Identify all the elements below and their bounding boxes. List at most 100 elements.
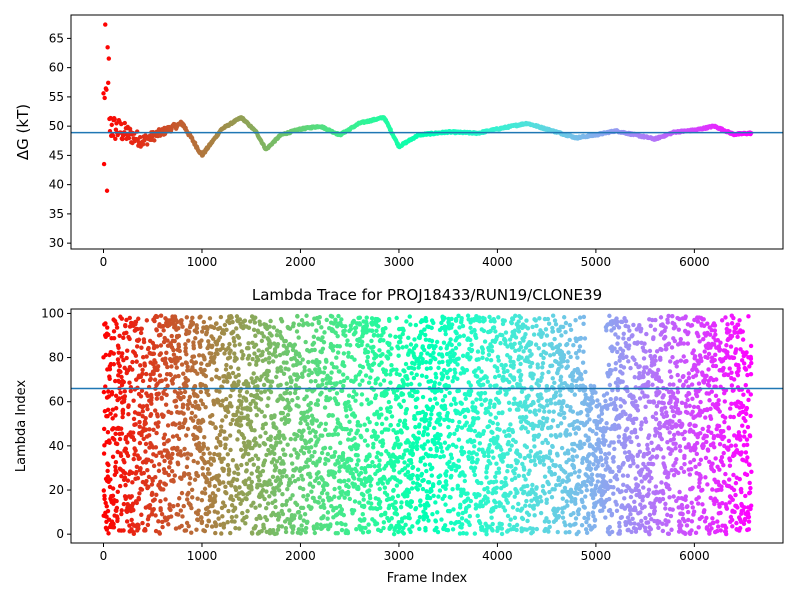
lambda-point <box>163 402 169 407</box>
lambda-point <box>282 452 288 457</box>
lambda-point <box>190 418 196 423</box>
lambda-point <box>468 388 474 394</box>
lambda-point <box>426 480 432 485</box>
lambda-point <box>156 519 161 524</box>
lambda-point <box>393 507 399 512</box>
lambda-point <box>218 442 223 448</box>
lambda-point <box>259 409 264 415</box>
lambda-point <box>353 325 359 330</box>
lambda-point <box>214 445 219 450</box>
lambda-point <box>238 447 244 453</box>
lambda-point <box>364 323 370 328</box>
lambda-point <box>534 485 539 490</box>
lambda-point <box>541 462 547 467</box>
lambda-point <box>362 422 367 427</box>
lambda-point <box>527 409 533 414</box>
lambda-point <box>229 483 234 488</box>
lambda-point <box>122 471 128 476</box>
lambda-point <box>435 529 441 535</box>
lambda-point <box>203 373 209 379</box>
lambda-point <box>419 471 425 477</box>
lambda-point <box>386 399 392 405</box>
lambda-point <box>292 513 297 518</box>
dg-point <box>145 142 150 147</box>
lambda-point <box>476 357 481 362</box>
lambda-point <box>149 482 155 487</box>
lambda-point <box>516 501 521 507</box>
lambda-point <box>442 315 447 321</box>
x-tick-label: 0 <box>100 255 108 269</box>
lambda-point <box>173 398 179 404</box>
lambda-point <box>443 331 448 337</box>
lambda-point <box>166 465 172 470</box>
lambda-point <box>280 474 285 479</box>
lambda-point <box>151 506 156 512</box>
lambda-point <box>182 446 187 452</box>
lambda-point <box>294 466 299 471</box>
lambda-point <box>262 496 267 502</box>
lambda-point <box>225 519 230 525</box>
lambda-point <box>442 440 448 445</box>
lambda-point <box>210 421 215 426</box>
lambda-point <box>123 323 128 329</box>
lambda-points <box>101 313 754 537</box>
lambda-point <box>168 507 173 513</box>
lambda-point <box>240 510 245 516</box>
lambda-point <box>271 325 277 330</box>
lambda-point <box>316 480 322 486</box>
lambda-point <box>158 479 163 485</box>
lambda-point <box>368 463 373 469</box>
lambda-point <box>489 449 495 454</box>
lambda-point <box>420 394 426 400</box>
lambda-point <box>347 496 352 502</box>
lambda-point <box>405 376 410 381</box>
lambda-point <box>178 508 184 513</box>
lambda-point <box>363 373 369 378</box>
lambda-point <box>381 525 386 531</box>
lambda-point <box>259 338 265 344</box>
lambda-point <box>168 372 173 378</box>
lambda-point <box>139 487 145 492</box>
lambda-point <box>312 347 317 353</box>
lambda-point <box>130 480 135 485</box>
lambda-point <box>456 424 461 429</box>
lambda-point <box>274 374 279 380</box>
lambda-point <box>158 332 163 337</box>
lambda-point <box>410 472 415 478</box>
lambda-point <box>109 389 115 395</box>
x-tick-label: 1000 <box>187 255 218 269</box>
lambda-point <box>332 486 337 492</box>
lambda-point <box>547 449 553 454</box>
lambda-point <box>193 399 198 405</box>
lambda-point <box>300 374 305 380</box>
lambda-point <box>317 315 322 320</box>
lambda-point <box>300 477 306 482</box>
lambda-point <box>106 462 111 468</box>
lambda-point <box>244 461 250 466</box>
lambda-point <box>517 368 522 373</box>
lambda-point <box>268 389 274 395</box>
lambda-point <box>378 382 383 387</box>
lambda-point <box>187 481 192 486</box>
lambda-point <box>341 512 346 518</box>
lambda-point <box>389 414 395 419</box>
lambda-point <box>133 353 139 358</box>
lambda-point <box>181 371 186 376</box>
lambda-point <box>218 314 224 320</box>
lambda-point <box>169 410 174 416</box>
lambda-point <box>349 457 354 463</box>
lambda-point <box>389 524 394 530</box>
lambda-point <box>316 500 321 505</box>
lambda-point <box>245 508 250 514</box>
lambda-point <box>127 315 132 321</box>
lambda-point <box>540 365 545 370</box>
lambda-point <box>375 434 380 439</box>
lambda-point <box>105 508 111 514</box>
lambda-point <box>234 477 240 482</box>
lambda-point <box>298 361 303 366</box>
lambda-point <box>322 365 328 370</box>
lambda-point <box>488 461 493 466</box>
lambda-point <box>493 490 499 495</box>
lambda-point <box>207 483 212 488</box>
lambda-point <box>436 494 441 499</box>
